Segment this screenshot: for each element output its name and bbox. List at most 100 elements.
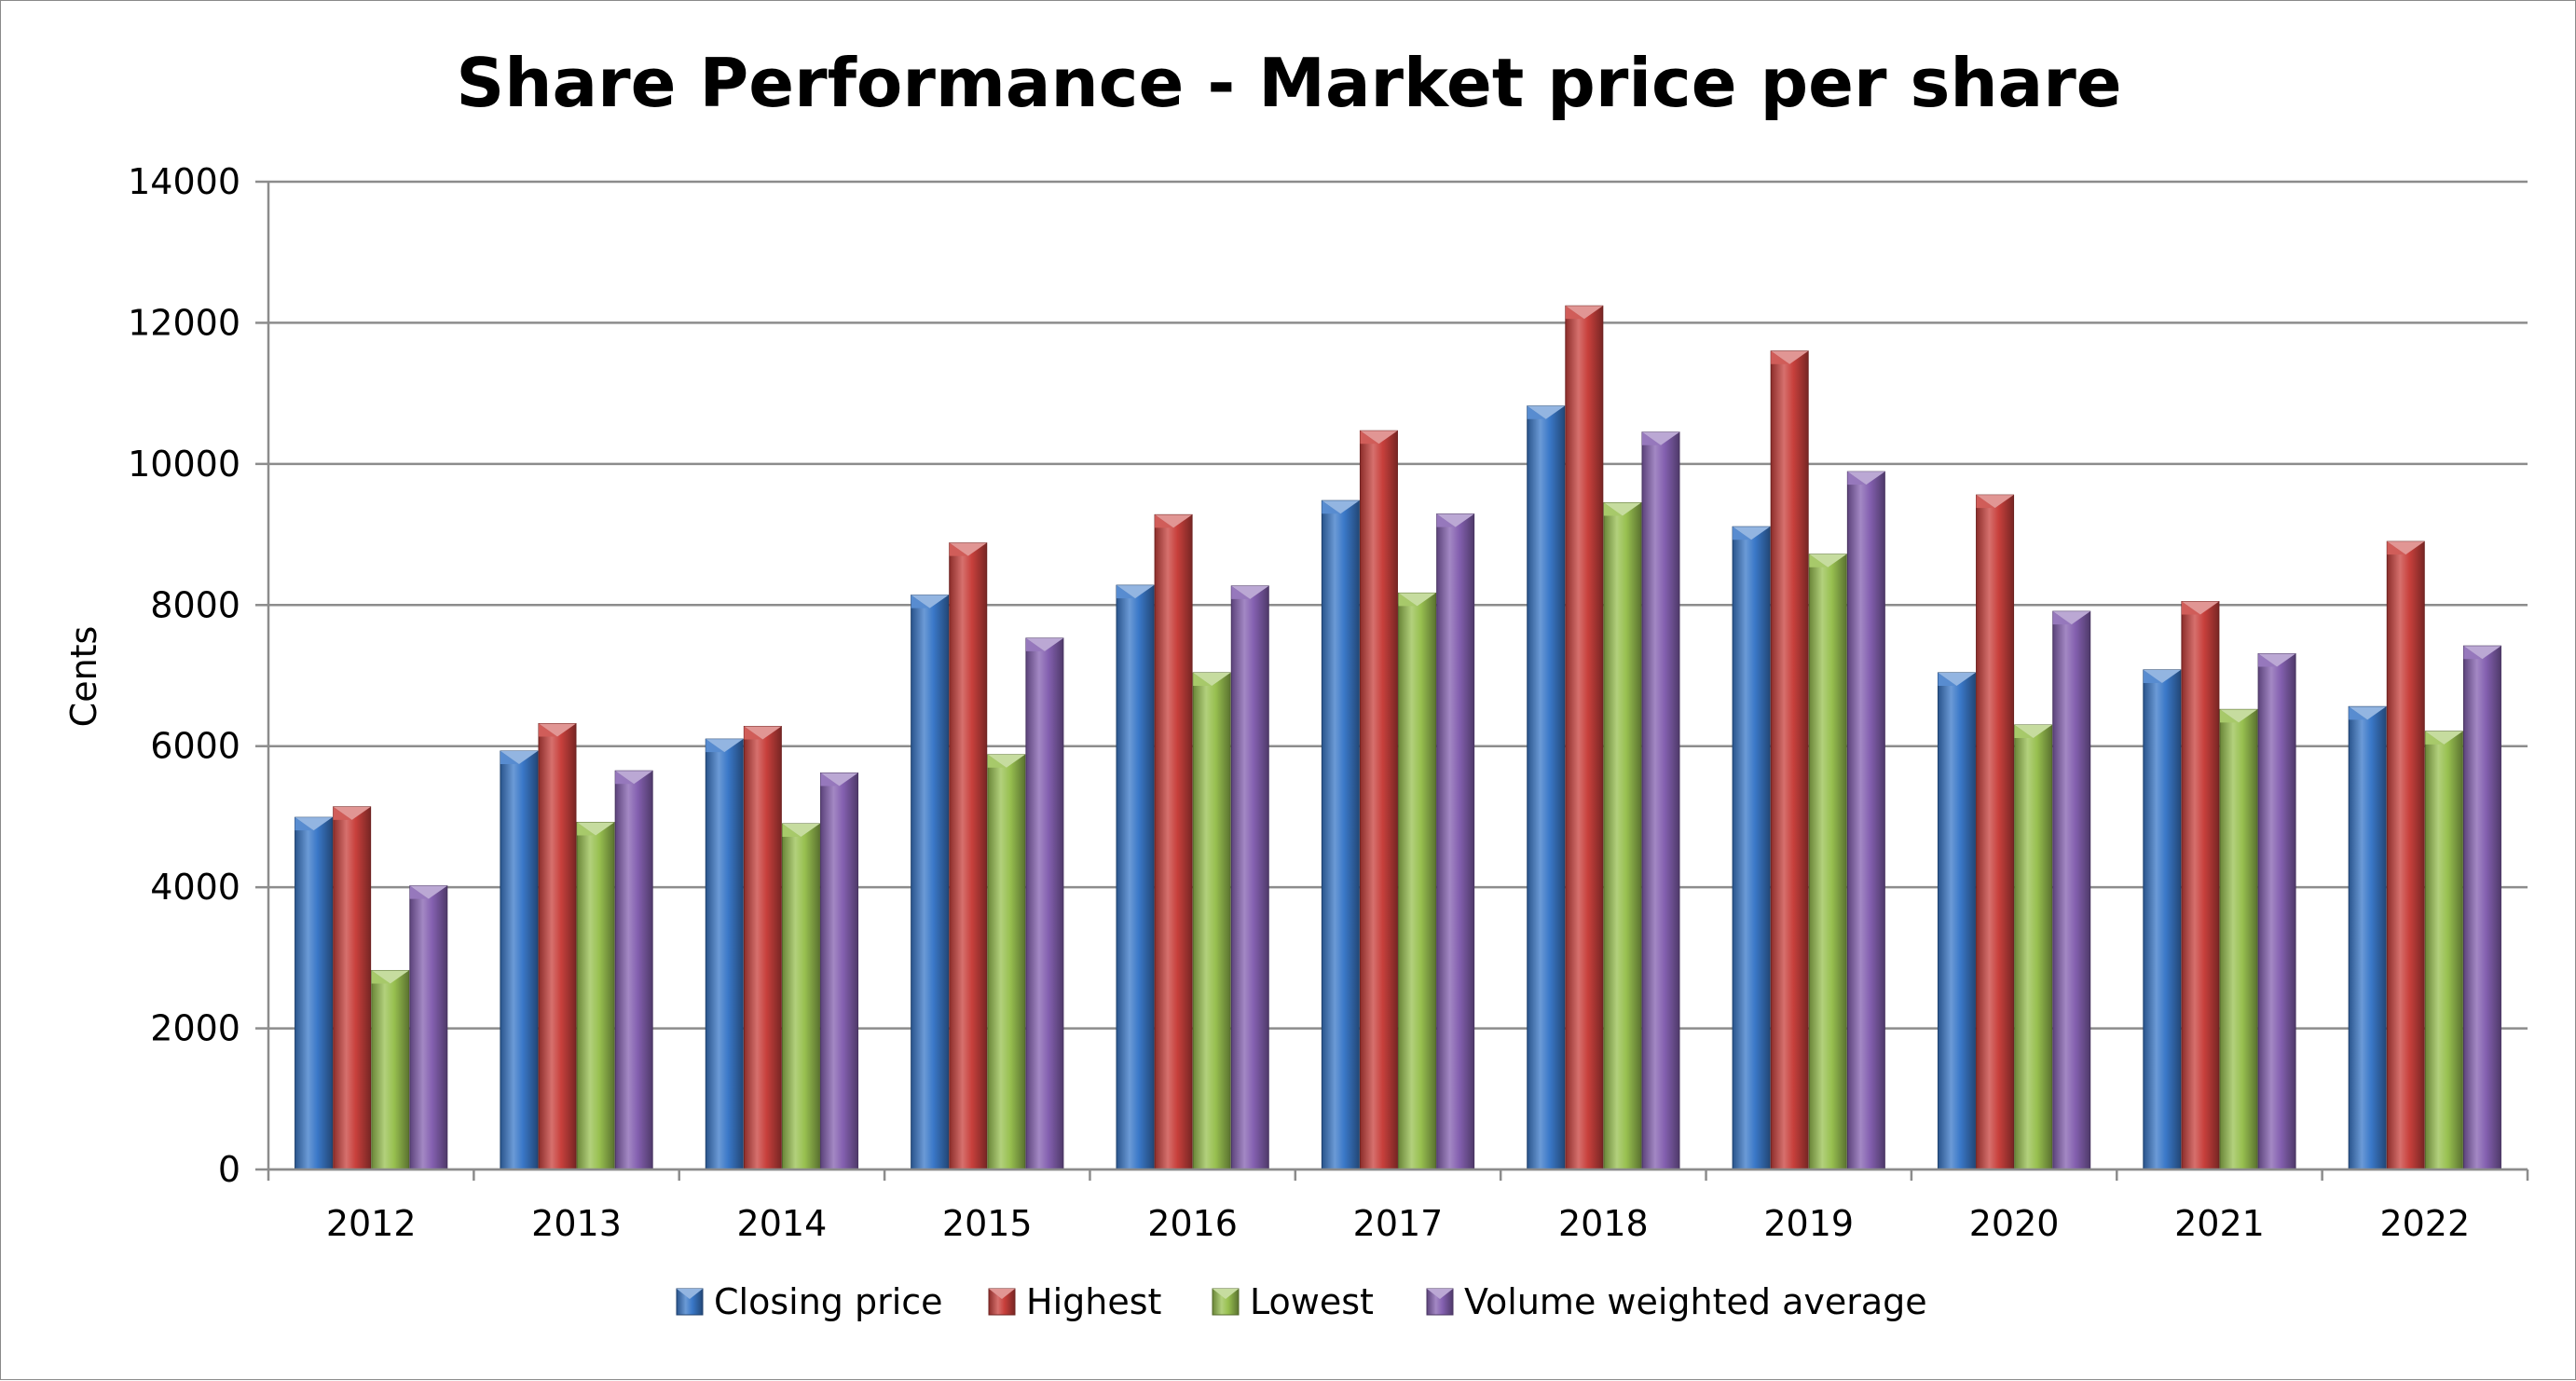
- bar: [2219, 708, 2258, 1170]
- bar-cap: [333, 806, 371, 820]
- bar: [1846, 471, 1885, 1170]
- y-tick-label: 4000: [150, 867, 240, 908]
- bar-highest-2012: [333, 806, 372, 1170]
- bar: [1565, 305, 1604, 1170]
- bar: [705, 738, 744, 1170]
- bar-cap-shade: [333, 806, 352, 820]
- bar-cap-shade: [706, 739, 725, 753]
- bar-cap: [577, 822, 615, 836]
- bar: [2424, 731, 2463, 1170]
- bar-cap: [2463, 646, 2501, 660]
- bar: [2462, 645, 2501, 1170]
- bar-cap: [295, 817, 333, 831]
- bar-cap: [1565, 306, 1603, 320]
- bar-lowest-2020: [2014, 724, 2053, 1170]
- bar-volume-weighted-average-2013: [614, 770, 653, 1170]
- bar: [2014, 724, 2053, 1170]
- bar-cap: [2387, 541, 2425, 555]
- bar-cap: [1398, 593, 1436, 607]
- bar-cap-shade: [820, 773, 840, 786]
- bar-closing-price-2017: [1321, 499, 1360, 1170]
- x-tick-label: 2021: [2174, 1203, 2265, 1244]
- bar: [2143, 669, 2182, 1170]
- bar-cap: [1360, 431, 1398, 444]
- bar-cap: [1733, 526, 1771, 540]
- bar-cap-shade: [1642, 431, 1661, 445]
- bar-cap: [500, 751, 538, 765]
- bar-volume-weighted-average-2018: [1641, 431, 1680, 1170]
- x-tick-label: 2020: [1969, 1203, 2060, 1244]
- bar-cap: [2349, 706, 2387, 720]
- legend-label: Highest: [1026, 1281, 1161, 1322]
- bar-volume-weighted-average-2014: [820, 772, 859, 1170]
- legend-item-highest: Highest: [988, 1281, 1161, 1322]
- bar-cap-shade: [1398, 593, 1418, 607]
- bar-cap-shade: [1436, 513, 1456, 527]
- legend: Closing price Highest Lowest Volume weighte…: [676, 1281, 1927, 1322]
- bar-cap: [1771, 350, 1809, 364]
- bar: [949, 542, 988, 1170]
- bar: [538, 722, 577, 1170]
- bar-closing-price-2012: [295, 816, 334, 1170]
- x-tick-label: 2022: [2379, 1203, 2470, 1244]
- x-tick-label: 2018: [1558, 1203, 1649, 1244]
- bar-highest-2020: [1976, 494, 2015, 1170]
- bar-closing-price-2014: [705, 738, 744, 1170]
- bar-cap-shade: [1847, 472, 1867, 485]
- legend-item-lowest: Lowest: [1212, 1281, 1374, 1322]
- legend-label: Lowest: [1250, 1281, 1374, 1322]
- bar: [1230, 585, 1269, 1170]
- y-tick-label: 12000: [128, 302, 240, 343]
- legend-item-closing-price: Closing price: [676, 1281, 943, 1322]
- bar-lowest-2012: [371, 969, 410, 1170]
- bar-cap: [1193, 672, 1231, 686]
- bar-cap: [911, 595, 949, 608]
- bar-cap-shade: [2014, 725, 2034, 738]
- bar-cap: [409, 885, 447, 899]
- bar: [2257, 653, 2296, 1170]
- bar-cap-shade: [911, 595, 930, 608]
- axes: 0 2000 4000 6000 8000 10000 12000 14000 2012 2013…: [128, 161, 2529, 1244]
- chart-title: Share Performance - Market price per sha…: [456, 44, 2121, 122]
- bar: [1937, 672, 1976, 1170]
- bar: [1025, 637, 1064, 1170]
- bar-lowest-2021: [2219, 708, 2258, 1170]
- x-tick-label: 2014: [737, 1203, 828, 1244]
- bar-cap-shade: [1025, 637, 1045, 651]
- bar: [1732, 526, 1771, 1170]
- bar: [1976, 494, 2015, 1170]
- bar-cap: [1231, 585, 1269, 599]
- bar-cap-shade: [1360, 431, 1379, 444]
- bar-cap-shade: [2220, 709, 2239, 723]
- bar-cap: [1025, 637, 1063, 651]
- bar: [409, 885, 448, 1170]
- x-tick-label: 2015: [942, 1203, 1033, 1244]
- bar-cap: [2220, 709, 2257, 723]
- bar-cap: [2052, 611, 2090, 625]
- bar-cap: [2143, 669, 2181, 683]
- bar-cap: [949, 542, 987, 556]
- bar-cap: [2258, 653, 2296, 667]
- bar-cap-shade: [2258, 653, 2278, 667]
- bar-cap: [1527, 405, 1565, 419]
- bar: [295, 816, 334, 1170]
- bar-cap-shade: [744, 726, 763, 740]
- bar-cap-shade: [500, 751, 519, 765]
- bar-cap-shade: [1117, 585, 1135, 599]
- bar: [1808, 554, 1847, 1170]
- bar-volume-weighted-average-2020: [2052, 610, 2091, 1170]
- bar: [911, 595, 950, 1170]
- bar: [1321, 499, 1360, 1170]
- bar-closing-price-2021: [2143, 669, 2182, 1170]
- y-tick-label: 2000: [150, 1008, 240, 1049]
- bar: [1603, 502, 1642, 1170]
- bar-highest-2014: [743, 726, 782, 1170]
- bar-cap: [706, 739, 744, 753]
- bar-lowest-2014: [781, 823, 820, 1170]
- bar-closing-price-2018: [1527, 405, 1566, 1170]
- bars: [295, 305, 2501, 1170]
- bar-cap-shade: [2349, 706, 2368, 720]
- legend-swatch-cap: [1213, 1289, 1239, 1299]
- bar-volume-weighted-average-2016: [1230, 585, 1269, 1170]
